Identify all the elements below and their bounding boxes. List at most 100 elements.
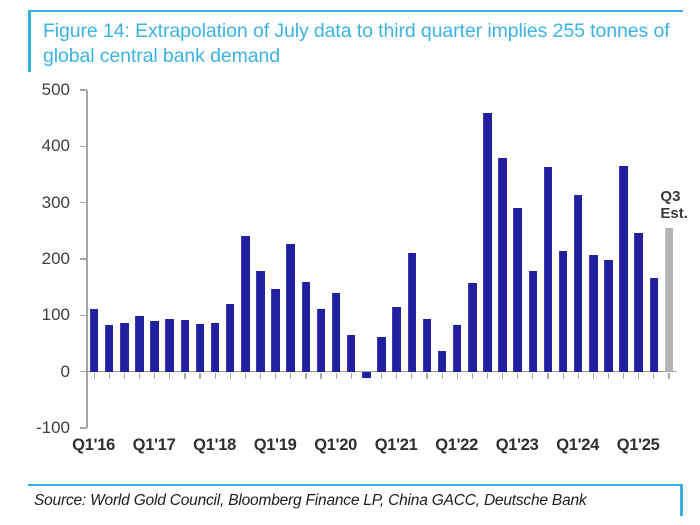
bar-estimate: [664, 228, 674, 372]
y-axis-tick: [80, 370, 87, 373]
x-axis-tick: [350, 372, 352, 379]
x-axis-tick-label: Q1'18: [193, 435, 236, 454]
bar: [528, 271, 538, 372]
x-axis-tick: [517, 372, 519, 379]
x-axis-tick-label: Q1'21: [374, 435, 418, 454]
x-axis-tick: [471, 372, 473, 379]
bar: [362, 371, 371, 379]
bar: [483, 112, 492, 372]
y-axis-tick: [80, 145, 87, 148]
bar: [195, 323, 205, 372]
bar: [558, 250, 568, 372]
bar: [331, 292, 341, 372]
bar: [619, 166, 628, 372]
x-axis-tick: [456, 372, 458, 379]
x-axis-tick: [607, 372, 610, 379]
x-axis-tick: [138, 372, 141, 379]
y-axis-tick-label: 400: [41, 136, 70, 156]
x-axis-tick-label: Q1'17: [132, 435, 176, 454]
x-axis-tick-label: Q1'20: [314, 435, 358, 454]
x-axis-tick: [623, 372, 625, 379]
y-axis-tick-label: 300: [41, 192, 70, 212]
bar: [468, 282, 477, 372]
y-axis-tick: [80, 89, 87, 91]
bar: [165, 319, 174, 372]
y-axis-tick-label: 500: [41, 80, 70, 99]
bar: [452, 324, 462, 372]
x-axis-tick: [108, 372, 110, 379]
x-axis-tick: [502, 372, 504, 379]
x-axis-tick-label: Q1'22: [435, 435, 479, 454]
x-axis-tick: [668, 372, 670, 379]
bar: [377, 336, 386, 372]
estimate-annotation: Q3 Est.: [660, 188, 688, 223]
x-axis-tick: [154, 372, 156, 379]
x-axis-tick: [93, 372, 95, 379]
bar: [104, 325, 114, 372]
y-axis-tick: [80, 427, 87, 429]
bar: [316, 308, 326, 372]
x-axis-tick: [335, 372, 337, 379]
x-axis-tick-label: Q1'24: [556, 435, 600, 454]
y-axis-tick: [80, 201, 87, 204]
bar: [301, 282, 311, 372]
bar: [89, 309, 99, 372]
x-axis-tick: [653, 372, 655, 379]
bar: [346, 335, 356, 372]
bar: [498, 157, 507, 372]
x-axis-tick-label: Q1'25: [616, 435, 660, 454]
zero-baseline: [86, 370, 676, 373]
x-axis-tick: [577, 372, 579, 379]
x-axis-tick: [259, 372, 262, 379]
x-axis-tick: [320, 372, 322, 379]
x-axis-tick: [199, 372, 201, 379]
x-axis-tick: [547, 372, 549, 379]
y-axis-tick-label: 0: [60, 361, 70, 381]
bar: [241, 236, 250, 372]
page-title: Figure 14: Extrapolation of July data to…: [43, 20, 675, 67]
bar: [407, 253, 416, 372]
bar: [634, 232, 643, 372]
x-axis-tick: [214, 372, 216, 379]
source-note: Source: World Gold Council, Bloomberg Fi…: [34, 492, 587, 509]
x-axis-tick: [184, 372, 186, 379]
bar: [256, 271, 265, 372]
bar: [513, 207, 522, 372]
x-axis-tick: [411, 372, 413, 379]
y-axis-tick: [80, 258, 87, 260]
x-axis-tick: [592, 372, 594, 379]
x-axis-tick: [562, 372, 564, 379]
bar: [150, 320, 159, 372]
x-axis-tick: [381, 372, 383, 379]
bar: [604, 259, 613, 372]
y-axis-tick-label: 200: [41, 249, 70, 268]
bar: [180, 319, 190, 372]
x-axis-tick: [305, 372, 307, 379]
x-axis-tick: [229, 372, 231, 379]
bar: [422, 319, 432, 372]
bar: [573, 195, 583, 372]
bar: [392, 306, 401, 372]
x-axis-tick: [396, 372, 398, 379]
x-axis-tick-label: Q1'19: [253, 435, 297, 454]
bar: [271, 289, 280, 372]
x-axis-tick: [123, 372, 125, 379]
bar: [225, 304, 235, 372]
x-axis-tick: [169, 372, 171, 379]
x-axis-tick: [638, 372, 640, 379]
y-axis-tick-label: 100: [41, 305, 70, 325]
figure-source-block: Source: World Gold Council, Bloomberg Fi…: [28, 484, 683, 516]
bar: [210, 322, 220, 372]
x-axis-tick: [532, 372, 534, 379]
bar: [286, 243, 295, 372]
bar: [135, 316, 144, 372]
bar: [589, 255, 598, 372]
x-axis-tick-label: Q1'23: [495, 435, 539, 454]
x-axis-tick: [244, 372, 247, 379]
bar: [120, 323, 129, 372]
x-axis-tick-label: Q1'16: [72, 435, 115, 454]
bar: [649, 278, 659, 372]
x-axis-tick: [426, 372, 428, 379]
y-axis-tick-label: -100: [35, 418, 70, 437]
